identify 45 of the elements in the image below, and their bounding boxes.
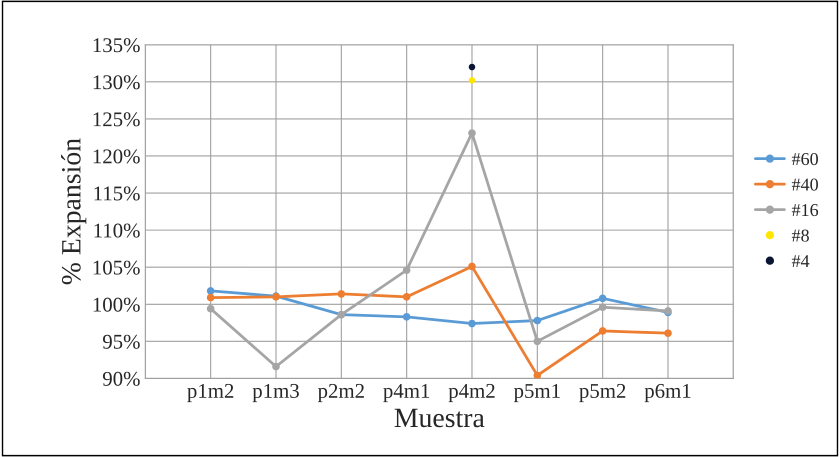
point	[468, 129, 476, 137]
x-tick-label: p5m1	[514, 384, 560, 402]
point	[468, 262, 476, 270]
point	[468, 77, 476, 84]
y-tick-label: 115%	[94, 186, 140, 201]
point	[468, 320, 476, 328]
legend-label: #60	[792, 152, 818, 166]
point	[598, 294, 606, 302]
legend-label: #40	[792, 178, 818, 191]
y-tick-label: 105%	[94, 260, 140, 275]
legend-label: #4	[792, 255, 810, 268]
point	[272, 362, 280, 370]
x-axis-title: Muestra	[394, 408, 484, 428]
x-tick-label: p5m2	[579, 384, 626, 402]
point	[338, 290, 346, 298]
point	[402, 266, 410, 274]
x-tick-label: p4m2	[448, 384, 495, 402]
legend-label: #8	[792, 229, 809, 242]
point	[534, 316, 542, 324]
x-tick-label: p2m2	[318, 384, 364, 402]
point	[402, 293, 410, 301]
point	[534, 372, 542, 378]
point	[206, 304, 214, 313]
point	[534, 338, 542, 346]
y-tick-label: 135%	[94, 38, 140, 52]
point	[468, 64, 476, 70]
y-tick-label: 120%	[94, 149, 140, 164]
point	[598, 327, 606, 335]
legend-label: #16	[792, 204, 818, 216]
y-tick-label: 130%	[94, 75, 140, 90]
x-tick-label: p1m3	[252, 384, 299, 402]
y-tick-label: 100%	[94, 298, 140, 312]
x-tick-label: p6m1	[644, 384, 690, 402]
point	[206, 294, 214, 302]
y-tick-label: 95%	[102, 334, 140, 349]
x-tick-label: p1m2	[187, 384, 234, 402]
point	[598, 303, 606, 312]
y-tick-label: 110%	[94, 224, 140, 238]
y-axis-title: % Expansión	[61, 138, 86, 284]
x-tick-label: p4m1	[383, 384, 430, 402]
point	[206, 287, 214, 295]
point	[402, 313, 410, 321]
y-tick-label: 90%	[102, 372, 140, 386]
point	[664, 329, 672, 337]
y-tick-label: 125%	[94, 112, 140, 126]
